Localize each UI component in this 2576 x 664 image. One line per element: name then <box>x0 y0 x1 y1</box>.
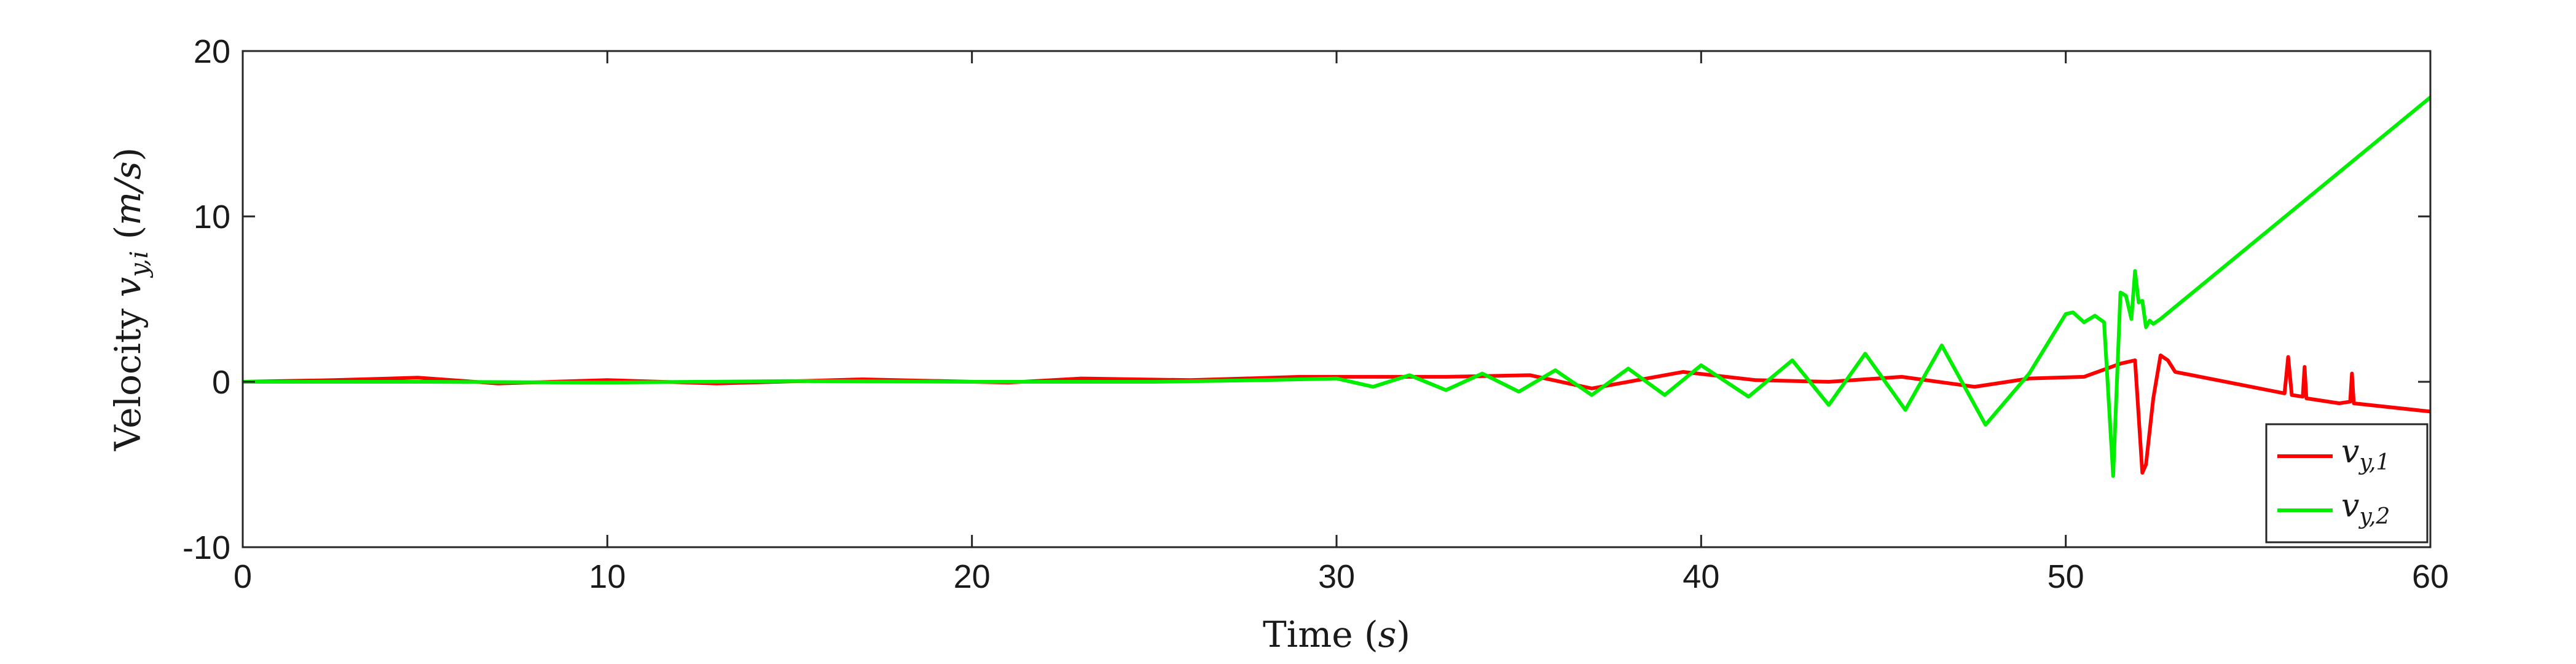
y-axis-title-unit-close: ) <box>107 148 149 162</box>
x-axis-title: Time (s) <box>1263 614 1410 655</box>
x-axis-title-text: Time ( <box>1263 614 1378 655</box>
y-axis-title-unit: m/s <box>107 161 149 225</box>
y-axis-title: Velocity vy,i (m/s) <box>107 148 154 452</box>
plot-area-frame <box>242 50 2432 548</box>
y-axis-title-symbol: v <box>107 277 149 297</box>
x-tick-label: 10 <box>589 558 626 595</box>
y-tick-label: 0 <box>212 364 230 401</box>
y-axis-title-text: Velocity <box>107 297 149 451</box>
x-tick-label: 60 <box>2412 558 2449 595</box>
x-tick-label: 20 <box>954 558 991 595</box>
x-tick-label: 30 <box>1318 558 1355 595</box>
y-tick-label: -10 <box>183 529 230 566</box>
x-tick-label: 50 <box>2048 558 2084 595</box>
y-tick-label: 10 <box>194 199 230 235</box>
x-axis-title-unit: s <box>1378 614 1397 655</box>
plot-lines <box>242 95 2432 478</box>
x-axis-ticks: 0 10 20 30 40 50 60 <box>234 51 2449 595</box>
series-line-2 <box>243 95 2432 478</box>
x-tick-label: 0 <box>234 558 252 595</box>
y-tick-label: 20 <box>194 33 230 70</box>
legend-label-vy1: vy,1 <box>2341 433 2390 475</box>
y-axis-title-unit-open: ( <box>107 226 149 251</box>
legend-label-vy2: vy,2 <box>2341 488 2390 529</box>
series-line-1 <box>242 354 2431 475</box>
y-axis-ticks: -10 0 10 20 <box>183 33 2430 566</box>
y-axis-title-subscript: y,i <box>125 251 154 279</box>
x-axis-title-close: ) <box>1396 614 1410 655</box>
x-tick-label: 40 <box>1683 558 1719 595</box>
legend-box <box>2265 423 2429 543</box>
legend: vy,1 vy,2 <box>2265 423 2429 543</box>
